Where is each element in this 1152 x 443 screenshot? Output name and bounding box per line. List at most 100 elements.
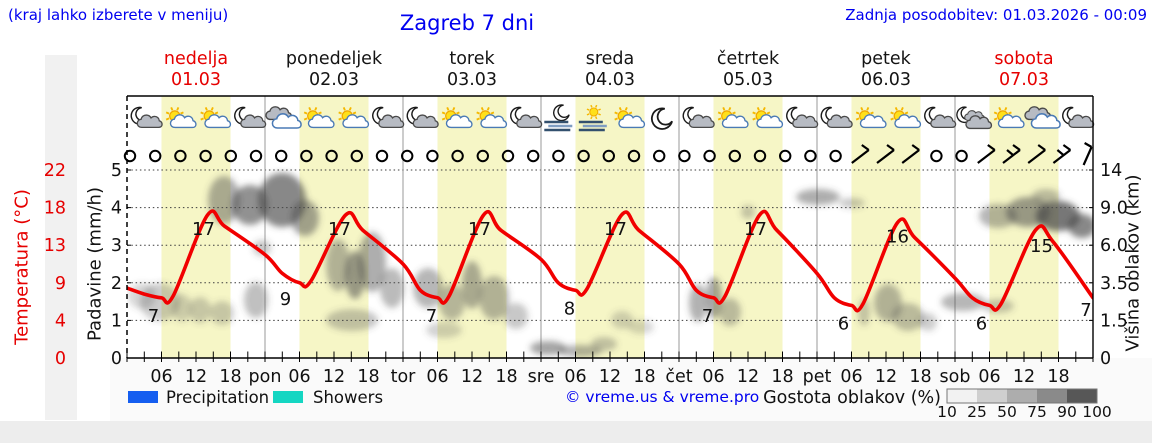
day-date: 05.03 bbox=[722, 70, 774, 90]
day-header: nedelja 01.03 bbox=[127, 49, 265, 91]
x-tick-label: 06 bbox=[702, 367, 724, 387]
gridlines bbox=[127, 169, 1093, 321]
weather-icons-row bbox=[130, 104, 1095, 132]
precip-tick-labels: 5 4 3 2 1 0 bbox=[111, 161, 122, 369]
x-tick-label: tor bbox=[391, 367, 417, 387]
weather-icon-mc bbox=[372, 106, 405, 129]
precip-tick: 0 bbox=[111, 349, 122, 369]
scale-label: 100 bbox=[1082, 403, 1112, 421]
x-tick-label: 12 bbox=[1013, 367, 1035, 387]
weather-icon-sc bbox=[338, 107, 370, 129]
cloud-cover-symbol bbox=[930, 149, 943, 163]
weather-icon-sc bbox=[855, 107, 887, 129]
day-header: sobota 07.03 bbox=[955, 49, 1093, 91]
cloud-cover-symbol bbox=[149, 149, 162, 163]
temp-label: 16 bbox=[886, 227, 909, 248]
x-tick-label: pet bbox=[803, 367, 832, 387]
scale-label: 75 bbox=[1027, 403, 1047, 421]
cloud-cover-symbol bbox=[426, 149, 439, 163]
footer-strip bbox=[0, 421, 1152, 443]
temp-label: 17 bbox=[192, 219, 215, 240]
temperature-labels: 7 17 9 17 7 17 8 17 7 17 6 16 6 15 7 bbox=[148, 219, 1092, 334]
temp-label: 7 bbox=[702, 306, 713, 327]
temp-label: 17 bbox=[744, 219, 767, 240]
wind-barb bbox=[1052, 144, 1072, 164]
cloud-cover-symbol bbox=[300, 149, 313, 163]
cloud-tick: 14 bbox=[1100, 161, 1122, 181]
x-tick-label: 06 bbox=[150, 367, 172, 387]
temp-tick: 18 bbox=[44, 199, 66, 219]
cloud-cover-symbol bbox=[476, 149, 489, 163]
day-header: ponedeljek 02.03 bbox=[265, 49, 403, 91]
wind-barb bbox=[977, 144, 996, 164]
day-name: četrtek bbox=[716, 49, 780, 69]
legend: Precipitation Showers © vreme.us & vreme.p… bbox=[128, 388, 1112, 421]
cloud-tick: 0 bbox=[1100, 349, 1111, 369]
day-name: sreda bbox=[585, 49, 635, 69]
cloud-cover-symbol bbox=[577, 149, 590, 163]
weather-icon-sc bbox=[303, 107, 335, 129]
cloud-cover-symbol bbox=[779, 149, 792, 163]
showers-label: Showers bbox=[313, 388, 383, 407]
x-tick-label: 06 bbox=[426, 367, 448, 387]
wind-barb bbox=[876, 144, 895, 164]
cloud-cover-symbol bbox=[552, 149, 565, 163]
x-tick-label: 12 bbox=[737, 367, 759, 387]
x-tick-label: 18 bbox=[219, 367, 241, 387]
x-tick-label: sob bbox=[940, 367, 971, 387]
x-tick-label: 18 bbox=[633, 367, 655, 387]
cloud-cover-symbol bbox=[653, 149, 666, 163]
showers-swatch bbox=[273, 391, 303, 403]
weather-icon-m bbox=[651, 107, 673, 130]
weather-icon-mc bbox=[682, 106, 715, 129]
cloud-cover-symbol bbox=[829, 149, 842, 163]
day-name: sobota bbox=[994, 49, 1054, 69]
day-name: petek bbox=[861, 49, 911, 69]
cloud-tick: 6.0 bbox=[1100, 236, 1128, 256]
x-tick-label: 18 bbox=[495, 367, 517, 387]
cloud-cover-symbol bbox=[501, 149, 515, 163]
temp-label: 7 bbox=[148, 306, 159, 327]
precipitation-swatch bbox=[128, 391, 158, 403]
weather-icon-mc bbox=[406, 106, 439, 129]
x-tick-label: čet bbox=[665, 367, 692, 387]
x-axis-labels: 06 12 18 pon 06 12 18 tor 06 12 18 sre 06 12 18 čet 06 12… bbox=[150, 367, 1069, 387]
day-date: 07.03 bbox=[998, 70, 1050, 90]
day-name: nedelja bbox=[163, 49, 229, 69]
weather-icon-mc bbox=[786, 106, 819, 129]
cloud-cover-symbol bbox=[527, 149, 540, 163]
weather-icon-sc bbox=[441, 107, 473, 129]
cloud-cover-symbol bbox=[804, 149, 817, 163]
weather-icon-fm bbox=[544, 104, 573, 132]
x-tick-label: 12 bbox=[185, 367, 207, 387]
x-tick-label: pon bbox=[249, 367, 282, 387]
x-tick-label: 06 bbox=[564, 367, 586, 387]
location-hint: (kraj lahko izberete v meniju) bbox=[8, 6, 229, 24]
day-header: četrtek 05.03 bbox=[679, 49, 817, 91]
weather-icon-mcc bbox=[956, 106, 993, 130]
temperature-curve bbox=[127, 209, 1093, 313]
plot-border bbox=[126, 95, 1094, 359]
scale-label: 10 bbox=[937, 403, 957, 421]
temp-tick: 4 bbox=[55, 311, 66, 331]
temp-label: 17 bbox=[604, 219, 627, 240]
weather-icon-cl bbox=[265, 106, 302, 129]
cloud-tick-labels: 14 9.0 6.0 3.5 1.5 0 bbox=[1100, 161, 1128, 369]
temp-label: 17 bbox=[328, 219, 351, 240]
scale-label: 90 bbox=[1057, 403, 1077, 421]
temp-label: 9 bbox=[280, 289, 291, 310]
cloud-cover-symbol bbox=[375, 149, 389, 163]
cloud-tick: 1.5 bbox=[1100, 311, 1128, 331]
weather-icon-sc bbox=[993, 107, 1025, 129]
wind-barb bbox=[1027, 144, 1046, 164]
weather-icon-fs bbox=[578, 104, 607, 132]
temp-label: 17 bbox=[468, 219, 491, 240]
precipitation-label: Precipitation bbox=[166, 388, 269, 407]
weather-icon-mc bbox=[510, 106, 543, 129]
x-tick-label: 18 bbox=[771, 367, 793, 387]
x-tick-label: 06 bbox=[978, 367, 1000, 387]
day-date: 02.03 bbox=[308, 70, 360, 90]
copyright-link[interactable]: © vreme.us & vreme.pro bbox=[565, 388, 759, 406]
